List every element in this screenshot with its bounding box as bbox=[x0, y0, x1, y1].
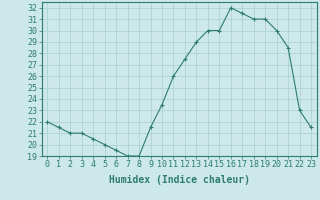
X-axis label: Humidex (Indice chaleur): Humidex (Indice chaleur) bbox=[109, 175, 250, 185]
